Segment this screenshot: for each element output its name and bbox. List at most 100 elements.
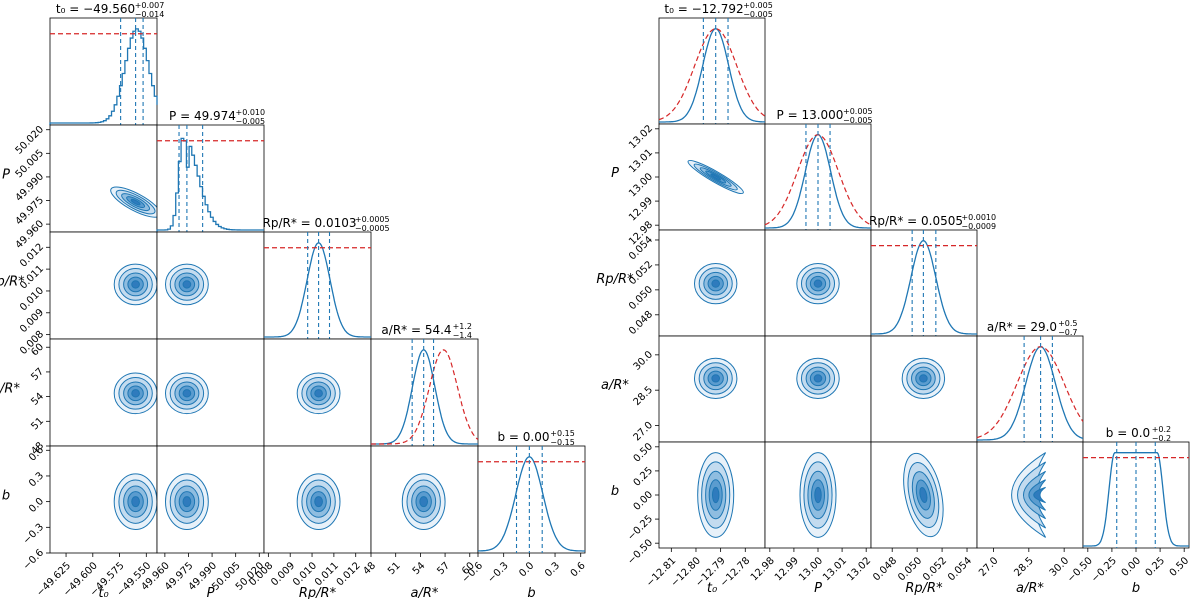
title-rp: Rp/R* = 0.0103 — [262, 216, 356, 230]
x-axis-label-t0: t₀ — [707, 581, 718, 596]
contour-level-5 — [182, 496, 192, 508]
title-t0: t₀ = −49.560 — [56, 2, 135, 16]
contour-level-5 — [919, 374, 928, 383]
x-tick-label-P: 12.98 — [749, 555, 777, 583]
y-tick-label-a: 54 — [29, 391, 46, 408]
right-corner-panel-b-t0 — [658, 441, 766, 549]
title-t0-err-minus: −0.014 — [135, 10, 165, 19]
panel-frame — [49, 124, 158, 233]
x-tick-label-b: −0.6 — [460, 560, 485, 585]
y-tick-label-b: 0.50 — [632, 441, 656, 465]
x-tick-label-rp: 0.054 — [946, 555, 974, 583]
hist-a — [371, 349, 478, 445]
right-corner-panel-a-a — [976, 335, 1084, 443]
right-corner-panel-a-rp — [870, 335, 978, 443]
y-tick-label-b: 0.3 — [27, 470, 46, 489]
x-tick-label-P: 13.02 — [845, 555, 873, 583]
panel-frame — [477, 445, 586, 554]
hist-P — [156, 137, 264, 232]
contour-level-5 — [711, 279, 721, 288]
title-b: b = 0.00 — [497, 430, 549, 444]
contour-level-5 — [711, 374, 721, 383]
x-tick-label-a: 57 — [435, 560, 452, 577]
panel-frame — [263, 231, 372, 340]
y-axis-label-a: a/R* — [0, 382, 20, 397]
contour-level-5 — [131, 280, 140, 289]
y-axis-label-rp: Rp/R* — [0, 275, 25, 290]
left-corner-panel-a-rp — [263, 338, 372, 447]
left-corner-panel-a-P — [156, 338, 265, 447]
right-corner-panel-b-a — [976, 441, 1084, 549]
title-b-err-plus: +0.2 — [1152, 425, 1171, 434]
y-tick-label-a: 30.0 — [632, 349, 656, 373]
title-P: P = 49.974 — [169, 109, 236, 123]
y-tick-label-b: −0.50 — [626, 538, 655, 567]
x-tick-label-b: −0.3 — [486, 560, 511, 585]
x-tick-label-b: 0.50 — [1168, 555, 1192, 579]
right-corner-panel-P-P — [764, 123, 872, 231]
left-corner-panel-rp-P — [156, 231, 265, 340]
right-corner-panel-a-P — [764, 335, 872, 443]
y-axis-label-rp: Rp/R* — [596, 272, 634, 287]
left-corner: t₀ = −49.560 +0.007−0.014 P = 49.974 +0.010… — [0, 1, 588, 599]
y-tick-label-a: 57 — [29, 366, 46, 383]
contour-level-5 — [711, 486, 720, 504]
x-tick-label-b: −0.50 — [1065, 555, 1094, 584]
contour-level-5 — [419, 496, 429, 508]
hist-rp — [871, 240, 977, 335]
contour-level-5 — [813, 279, 823, 288]
panel-frame — [870, 229, 978, 337]
x-tick-label-P: 13.00 — [797, 555, 825, 583]
left-corner-panel-P-t0 — [49, 124, 161, 233]
left-corner-panel-b-t0 — [49, 445, 158, 554]
x-tick-label-rp: 0.052 — [921, 555, 949, 583]
x-tick-label-b: −0.25 — [1090, 555, 1119, 584]
title-b-err-minus: −0.15 — [550, 438, 575, 447]
x-tick-label-rp: 0.050 — [896, 555, 924, 583]
y-tick-label-rp: 0.009 — [18, 307, 46, 335]
contour-level-5 — [1033, 486, 1046, 504]
x-tick-label-b: 0.25 — [1144, 555, 1168, 579]
y-tick-label-rp: 0.010 — [18, 285, 46, 313]
left-corner-panel-a-a — [370, 338, 479, 447]
x-axis-label-b: b — [1132, 581, 1140, 596]
panel-frame — [370, 338, 479, 447]
y-tick-label-a: 28.5 — [632, 385, 656, 409]
title-P-err-plus: +0.010 — [236, 108, 266, 117]
y-tick-label-b: 0.0 — [27, 496, 46, 515]
y-tick-label-b: 0.00 — [632, 489, 656, 513]
title-a-err-minus: −0.7 — [1058, 328, 1077, 337]
title-P-err-plus: +0.005 — [843, 107, 873, 116]
y-tick-label-P: 13.00 — [627, 171, 655, 199]
x-axis-label-P: P — [207, 586, 215, 599]
contour-level-5 — [130, 198, 141, 206]
x-tick-label-b: 0.3 — [543, 560, 562, 579]
x-tick-label-b: 0.6 — [569, 560, 588, 579]
title-rp-err-plus: +0.0010 — [961, 213, 996, 222]
x-tick-label-P: 12.99 — [773, 555, 801, 583]
title-rp: Rp/R* = 0.0505 — [869, 214, 963, 228]
title-P: P = 13.000 — [777, 108, 844, 122]
title-P-err-minus: −0.005 — [843, 116, 873, 125]
y-tick-label-b: −0.25 — [626, 513, 655, 542]
y-tick-label-P: 12.99 — [627, 195, 655, 223]
y-tick-label-b: −0.6 — [21, 547, 46, 572]
y-tick-label-P: 13.02 — [627, 123, 655, 151]
right-corner-panel-rp-rp — [870, 229, 978, 337]
x-tick-label-a: 28.5 — [1012, 555, 1036, 579]
contour-level-5 — [919, 487, 928, 503]
y-axis-label-a: a/R* — [601, 378, 629, 393]
contour-level-5 — [182, 389, 192, 398]
x-tick-label-a: 54 — [411, 560, 428, 577]
x-axis-label-a: a/R* — [411, 586, 439, 599]
y-tick-label-P: 13.01 — [627, 147, 655, 175]
x-axis-label-t0: t₀ — [98, 586, 109, 599]
right-corner-panel-rp-t0 — [658, 229, 766, 337]
hist-t0 — [659, 28, 765, 123]
left-corner-panel-a-t0 — [49, 338, 158, 447]
x-tick-label-a: 27.0 — [977, 555, 1001, 579]
x-tick-label-b: 0.00 — [1120, 555, 1144, 579]
x-tick-label-rp: 0.009 — [269, 560, 297, 588]
